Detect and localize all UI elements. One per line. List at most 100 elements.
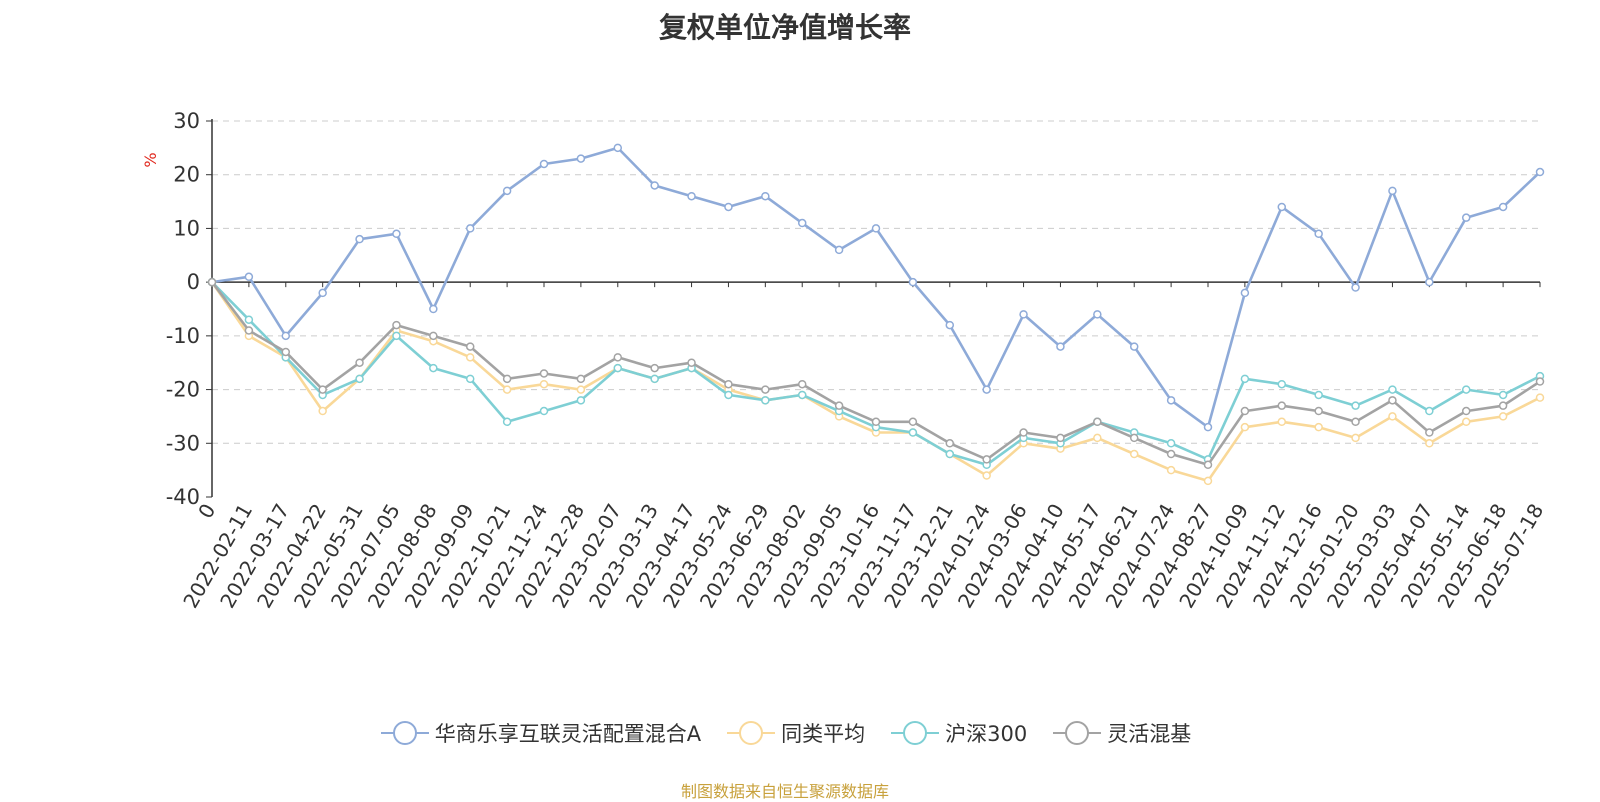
data-point xyxy=(539,379,549,389)
data-point xyxy=(1351,433,1360,443)
data-point xyxy=(1129,449,1139,459)
data-point xyxy=(908,428,918,437)
data-point xyxy=(355,234,364,244)
data-point xyxy=(1314,422,1323,432)
data-point xyxy=(724,202,733,212)
data-point xyxy=(1388,385,1397,394)
data-point xyxy=(207,277,217,287)
series-line-1 xyxy=(210,281,1541,483)
legend-swatch-icon xyxy=(380,721,429,745)
source-note: 制图数据来自恒生聚源数据库 xyxy=(680,782,889,801)
data-point xyxy=(355,358,364,367)
data-point xyxy=(1461,406,1471,416)
data-point xyxy=(465,374,475,384)
y-tick-label: -10 xyxy=(166,324,200,348)
data-point xyxy=(1166,449,1176,459)
legend-item[interactable]: 同类平均 xyxy=(725,718,865,748)
legend-swatch-icon xyxy=(727,721,776,745)
data-point xyxy=(1019,428,1028,437)
data-point xyxy=(1388,396,1397,405)
data-point xyxy=(1240,374,1250,384)
data-point xyxy=(1498,401,1508,410)
data-point xyxy=(429,304,438,314)
data-point xyxy=(392,320,401,330)
data-point xyxy=(355,374,364,384)
data-point xyxy=(687,191,696,201)
data-point xyxy=(576,154,586,163)
data-point xyxy=(1093,310,1102,319)
data-point xyxy=(1129,433,1139,443)
data-point xyxy=(1166,396,1176,405)
data-point xyxy=(650,374,659,384)
data-point xyxy=(871,417,881,427)
legend-item[interactable]: 沪深300 xyxy=(889,718,1027,748)
data-point xyxy=(613,363,623,373)
data-point xyxy=(687,358,696,367)
data-point xyxy=(244,272,254,282)
data-point xyxy=(945,439,955,448)
chart-legend: 华商乐享互联灵活配置混合A 同类平均 沪深300 灵活混基 xyxy=(0,718,1570,748)
data-point xyxy=(1166,465,1176,475)
data-point xyxy=(1498,412,1508,421)
chart-title: 复权单位净值增长率 xyxy=(658,11,911,44)
data-point xyxy=(1203,476,1213,486)
legend-swatch-icon xyxy=(1053,721,1102,745)
data-point xyxy=(1093,417,1102,427)
data-point xyxy=(1277,379,1287,389)
data-point xyxy=(539,159,549,169)
data-point xyxy=(1461,417,1471,427)
data-point xyxy=(982,455,991,464)
data-point xyxy=(1019,310,1028,319)
data-point xyxy=(1277,401,1287,410)
data-point xyxy=(1461,385,1471,394)
data-point xyxy=(1425,439,1434,448)
data-point xyxy=(1535,393,1545,402)
data-point xyxy=(797,390,807,400)
data-point xyxy=(871,224,881,233)
data-point xyxy=(1314,229,1323,239)
data-point xyxy=(318,288,327,298)
legend-label: 灵活混基 xyxy=(1107,722,1192,746)
data-point xyxy=(982,385,991,394)
data-point xyxy=(1166,439,1176,448)
data-point xyxy=(429,363,438,373)
data-point xyxy=(1277,202,1287,212)
y-tick-label: 10 xyxy=(173,216,200,240)
data-point xyxy=(1240,422,1250,432)
legend-item[interactable]: 华商乐享互联灵活配置混合A xyxy=(379,718,701,748)
legend-label: 沪深300 xyxy=(945,722,1028,746)
data-point xyxy=(465,353,475,362)
data-point xyxy=(613,353,623,362)
y-tick-label: 0 xyxy=(187,270,200,294)
data-point xyxy=(539,369,549,378)
data-point xyxy=(576,396,586,405)
data-point xyxy=(465,342,475,351)
data-point xyxy=(613,143,623,153)
data-point xyxy=(392,331,401,341)
data-point xyxy=(502,186,512,196)
data-point xyxy=(502,417,512,427)
data-point xyxy=(502,385,512,394)
legend-swatch-icon xyxy=(891,721,940,745)
series-line-0 xyxy=(211,146,1541,429)
y-axis-label: % xyxy=(141,152,160,167)
data-point xyxy=(502,374,512,384)
data-point xyxy=(318,406,327,416)
legend-label: 华商乐享互联灵活配置混合A xyxy=(434,722,702,746)
y-tick-label: -40 xyxy=(166,485,200,509)
series-lines xyxy=(207,143,1545,486)
data-point xyxy=(1203,460,1213,470)
data-point xyxy=(908,277,918,287)
data-point xyxy=(576,385,586,394)
data-point xyxy=(1351,417,1360,427)
data-point xyxy=(650,181,659,190)
data-point xyxy=(576,374,586,384)
data-point xyxy=(945,320,955,330)
data-point xyxy=(1277,417,1287,427)
data-point xyxy=(1240,288,1250,298)
data-point xyxy=(834,401,844,410)
legend-item[interactable]: 灵活混基 xyxy=(1051,718,1191,748)
data-point xyxy=(1535,377,1545,386)
data-point xyxy=(761,191,770,201)
